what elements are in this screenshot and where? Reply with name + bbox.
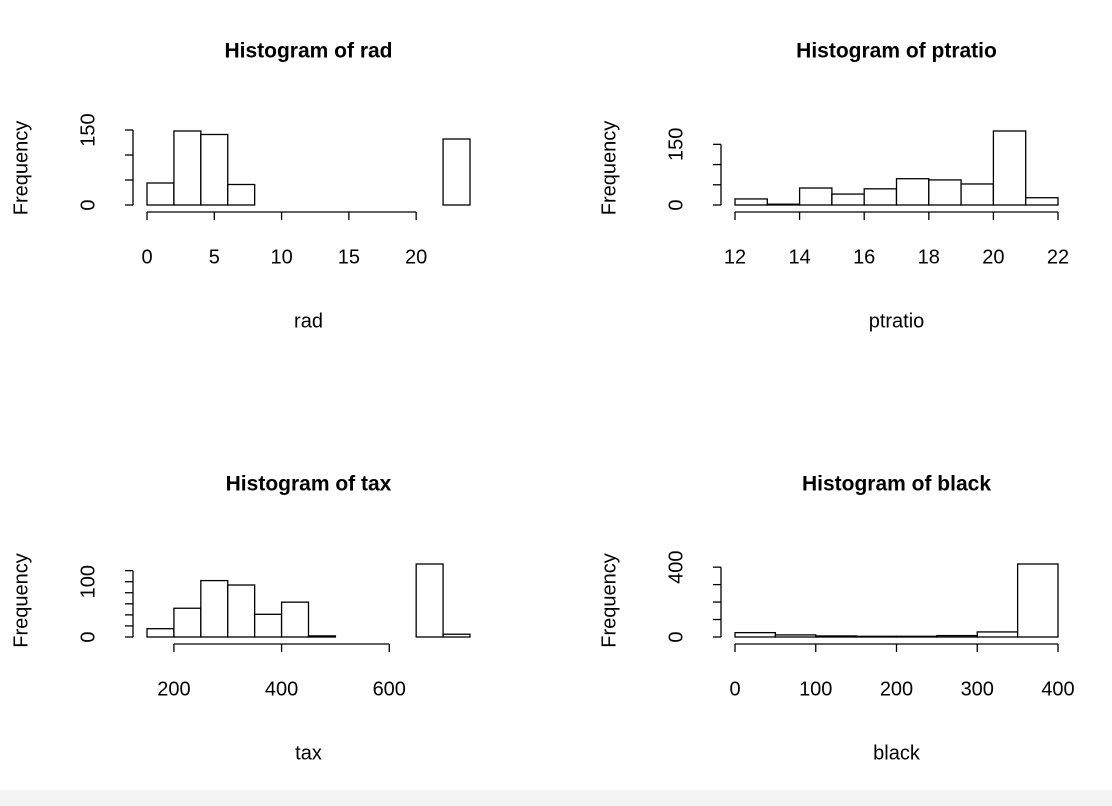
x-tick-label: 600 [373, 678, 406, 700]
bar [766, 203, 801, 206]
bar [774, 634, 817, 638]
bar [895, 635, 938, 638]
x-tick-label: 10 [270, 246, 292, 268]
x-tick-label: 15 [338, 246, 360, 268]
x-tick-label: 14 [788, 246, 810, 268]
chart-title: Histogram of rad [224, 40, 392, 63]
bar [863, 188, 898, 206]
bar [1016, 563, 1059, 638]
x-tick-label: 16 [853, 246, 875, 268]
chart-title: Histogram of tax [226, 473, 392, 496]
bar [734, 631, 777, 638]
bar [173, 607, 202, 638]
bar [815, 635, 857, 638]
bar [734, 198, 768, 206]
bar [227, 584, 256, 638]
x-tick-label: 200 [157, 678, 190, 700]
bar [442, 633, 471, 638]
x-tick-label: 0 [141, 246, 152, 268]
x-tick-label: 22 [1047, 246, 1069, 268]
x-tick-label: 20 [982, 246, 1004, 268]
y-tick-label: 0 [77, 199, 99, 210]
x-axis-label: black [873, 742, 921, 764]
chart-title: Histogram of ptratio [796, 40, 997, 63]
x-axis-label: tax [295, 742, 322, 764]
footer-strip [0, 790, 1112, 806]
bar [1025, 197, 1059, 206]
bar [227, 183, 256, 206]
x-tick-label: 12 [724, 246, 746, 268]
bar [798, 187, 833, 206]
y-tick-label: 150 [77, 113, 99, 146]
x-tick-label: 0 [729, 678, 740, 700]
bar [173, 130, 202, 206]
x-tick-label: 20 [405, 246, 427, 268]
bar [855, 635, 898, 638]
x-axis-label: rad [294, 310, 323, 332]
bar [200, 579, 229, 638]
x-tick-label: 400 [265, 678, 298, 700]
bar [960, 183, 995, 206]
bar [146, 182, 175, 206]
bar [415, 563, 444, 638]
chart-title: Histogram of black [802, 473, 991, 496]
bar [992, 130, 1027, 206]
bar [146, 628, 175, 638]
y-axis-label: Frequency [10, 121, 32, 216]
y-tick-label: 100 [77, 565, 99, 598]
y-tick-label: 0 [77, 631, 99, 642]
bar [442, 138, 471, 206]
y-axis-label: Frequency [10, 553, 32, 648]
y-tick-label: 400 [665, 550, 687, 583]
y-tick-label: 0 [665, 199, 687, 210]
bar [307, 635, 337, 638]
x-tick-label: 200 [880, 678, 913, 700]
bar [936, 634, 978, 638]
x-tick-label: 400 [1041, 678, 1074, 700]
y-tick-label: 150 [665, 128, 687, 161]
bar [280, 601, 310, 638]
bar [976, 631, 1019, 638]
bar [200, 133, 229, 206]
x-tick-label: 300 [961, 678, 994, 700]
y-tick-label: 0 [665, 631, 687, 642]
bar [254, 613, 283, 638]
y-axis-label: Frequency [598, 121, 620, 216]
x-tick-label: 18 [918, 246, 940, 268]
x-tick-label: 5 [209, 246, 220, 268]
bar [895, 178, 930, 206]
x-tick-label: 100 [799, 678, 832, 700]
bar [928, 179, 962, 206]
bar [831, 193, 865, 206]
x-axis-label: ptratio [869, 310, 925, 332]
y-axis-label: Frequency [598, 553, 620, 648]
